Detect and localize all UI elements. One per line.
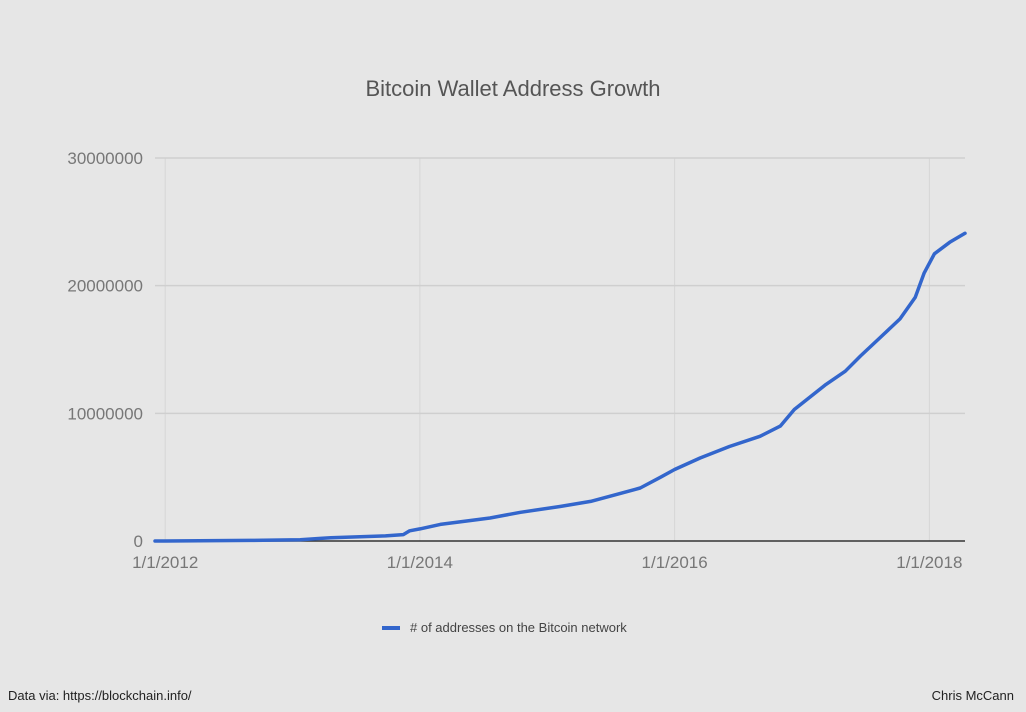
series-line	[153, 231, 967, 543]
y-tick-label: 10000000	[67, 404, 143, 423]
chart-title: Bitcoin Wallet Address Growth	[365, 76, 661, 101]
x-tick-label: 1/1/2016	[642, 553, 708, 572]
y-tick-label: 20000000	[67, 277, 143, 296]
y-tick-label: 30000000	[67, 149, 143, 168]
x-tick-label: 1/1/2018	[896, 553, 962, 572]
source-note: Data via: https://blockchain.info/	[8, 688, 192, 703]
legend[interactable]: # of addresses on the Bitcoin network	[382, 620, 627, 635]
legend-label: # of addresses on the Bitcoin network	[410, 620, 627, 635]
legend-swatch	[382, 625, 400, 630]
x-tick-label: 1/1/2014	[387, 553, 453, 572]
author-note: Chris McCann	[931, 688, 1014, 703]
x-tick-label: 1/1/2012	[132, 553, 198, 572]
y-tick-label: 0	[134, 532, 143, 551]
